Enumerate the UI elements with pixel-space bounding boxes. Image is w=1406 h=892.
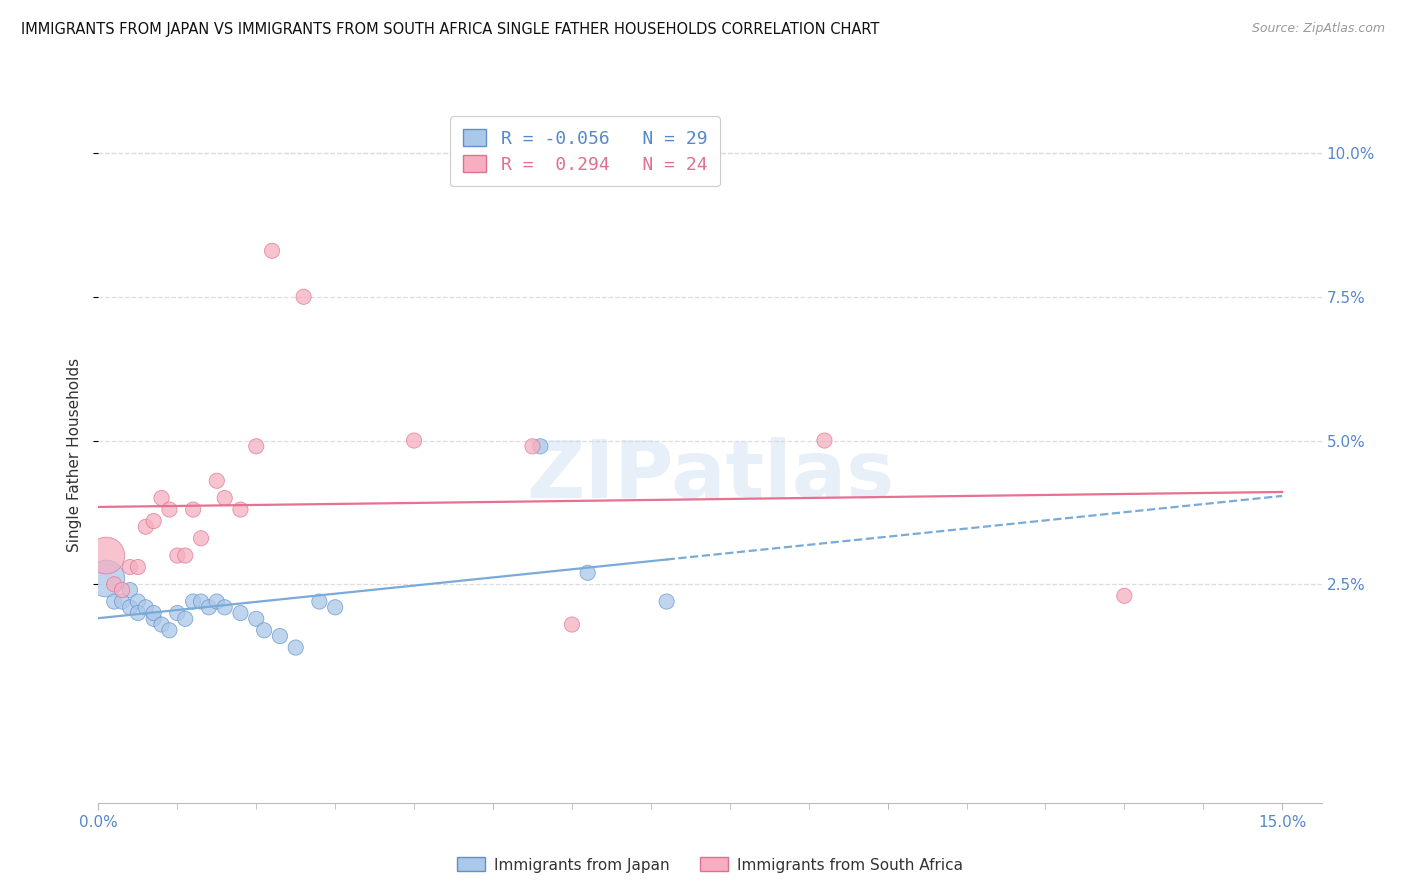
- Point: [214, 600, 236, 615]
- Point: [205, 594, 228, 608]
- Point: [292, 290, 315, 304]
- Point: [111, 582, 134, 597]
- Point: [127, 560, 149, 574]
- Point: [103, 594, 125, 608]
- Point: [404, 434, 426, 448]
- Point: [813, 434, 835, 448]
- Point: [269, 629, 291, 643]
- Point: [174, 549, 197, 563]
- Point: [253, 624, 276, 638]
- Point: [190, 594, 212, 608]
- Point: [142, 606, 165, 620]
- Point: [576, 566, 599, 580]
- Point: [529, 439, 551, 453]
- Point: [174, 612, 197, 626]
- Point: [181, 594, 204, 608]
- Text: IMMIGRANTS FROM JAPAN VS IMMIGRANTS FROM SOUTH AFRICA SINGLE FATHER HOUSEHOLDS C: IMMIGRANTS FROM JAPAN VS IMMIGRANTS FROM…: [21, 22, 880, 37]
- Point: [118, 600, 141, 615]
- Point: [127, 606, 149, 620]
- Point: [181, 502, 204, 516]
- Legend: Immigrants from Japan, Immigrants from South Africa: Immigrants from Japan, Immigrants from S…: [451, 851, 969, 879]
- Point: [127, 594, 149, 608]
- Point: [118, 560, 141, 574]
- Point: [214, 491, 236, 505]
- Point: [522, 439, 544, 453]
- Point: [190, 531, 212, 545]
- Point: [655, 594, 678, 608]
- Text: Source: ZipAtlas.com: Source: ZipAtlas.com: [1251, 22, 1385, 36]
- Point: [96, 549, 118, 563]
- Point: [561, 617, 583, 632]
- Point: [1114, 589, 1136, 603]
- Point: [135, 520, 157, 534]
- Point: [245, 439, 267, 453]
- Point: [150, 491, 173, 505]
- Point: [323, 600, 346, 615]
- Point: [142, 612, 165, 626]
- Point: [260, 244, 283, 258]
- Point: [166, 549, 188, 563]
- Point: [284, 640, 307, 655]
- Point: [103, 577, 125, 591]
- Point: [245, 612, 267, 626]
- Point: [198, 600, 221, 615]
- Point: [159, 502, 181, 516]
- Point: [135, 600, 157, 615]
- Point: [205, 474, 228, 488]
- Point: [142, 514, 165, 528]
- Point: [118, 582, 141, 597]
- Point: [159, 624, 181, 638]
- Y-axis label: Single Father Households: Single Father Households: [66, 358, 82, 552]
- Point: [166, 606, 188, 620]
- Point: [229, 502, 252, 516]
- Point: [111, 594, 134, 608]
- Point: [96, 572, 118, 586]
- Point: [308, 594, 330, 608]
- Point: [150, 617, 173, 632]
- Point: [229, 606, 252, 620]
- Text: ZIPatlas: ZIPatlas: [526, 437, 894, 515]
